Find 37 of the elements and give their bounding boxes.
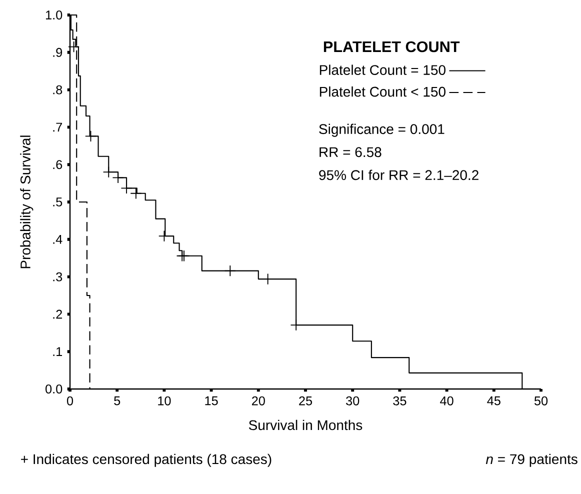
- point: [68, 40, 80, 53]
- legend-label: Platelet Count = 150: [320, 64, 446, 75]
- point: [130, 188, 142, 200]
- y-tick-label: .2: [53, 310, 62, 319]
- x-tick-label: 15: [205, 396, 218, 406]
- y-tick-label: .6: [53, 160, 62, 170]
- legend-label: Platelet Count < 150: [320, 86, 446, 97]
- y-tick-label: .8: [53, 85, 62, 94]
- x-tick-label: 40: [440, 396, 454, 406]
- y-axis-title: Probability of Survival: [20, 136, 34, 268]
- y-tick-label: 0.0: [46, 384, 62, 394]
- x-tick-label: 35: [393, 396, 406, 406]
- x-tick-label: 5: [114, 396, 120, 406]
- annotation: 95% CI for RR = 2.1–20.2: [319, 170, 478, 180]
- point: [224, 265, 236, 277]
- x-tick-label: 25: [299, 396, 312, 406]
- text: + Indicates censored patients (18 cases): [21, 454, 272, 467]
- x-tick-label: 45: [487, 396, 500, 406]
- y-tick-label: .1: [53, 347, 62, 356]
- annotation: RR = 6.58: [320, 147, 382, 158]
- x-axis-title: Survival in Months: [248, 420, 362, 430]
- x-tick-label: 0: [66, 396, 74, 406]
- x-tick-label: 10: [158, 396, 171, 406]
- x-tick-label: 30: [346, 396, 360, 406]
- y-tick-label: .3: [53, 272, 62, 282]
- y-tick-label: .7: [53, 122, 62, 132]
- annotation: Significance = 0.001: [319, 124, 444, 137]
- point: [84, 130, 97, 142]
- y-tick-label: .4: [53, 235, 62, 244]
- text: n = 79 patients: [486, 454, 578, 467]
- x-tick-label: 50: [534, 396, 548, 406]
- y-tick-label: .5: [53, 198, 62, 206]
- y-tick-label: 1.0: [46, 10, 62, 20]
- text: PLATELET COUNT: [324, 41, 460, 52]
- y-tick-label: .9: [53, 48, 62, 57]
- point: [112, 172, 124, 184]
- x-tick-label: 20: [252, 396, 265, 406]
